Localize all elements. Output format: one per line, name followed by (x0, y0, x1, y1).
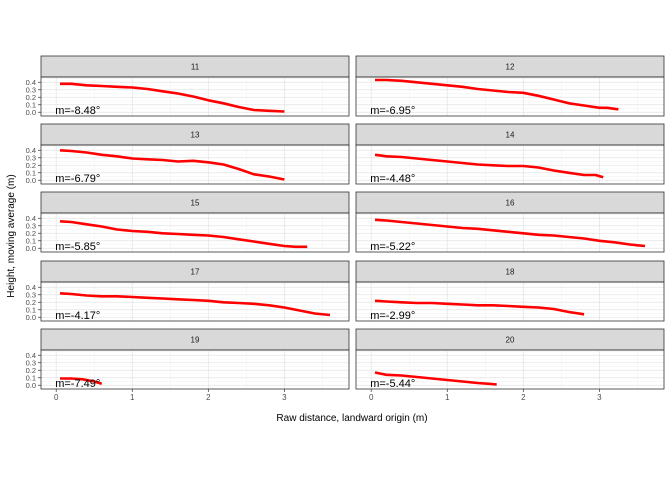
facet-strip-label: 16 (506, 199, 515, 208)
slope-annotation: m=-5.22° (370, 241, 415, 253)
facet-panel-16: 16 m=-5.22° (355, 191, 665, 253)
series-line-14 (374, 153, 604, 179)
panel-border (40, 349, 350, 390)
slope-annotation: m=-2.99° (370, 310, 415, 322)
facet-strip-label: 12 (506, 63, 515, 72)
y-tick-label: 0.3 (26, 85, 36, 94)
slope-annotation: m=-5.85° (55, 241, 100, 253)
x-tick-label: 1 (445, 393, 450, 402)
facet-panel-15: 15 m=-5.85° 0.00.10.20.30.4 (26, 191, 350, 253)
facet-strip-label: 13 (191, 131, 200, 140)
slope-annotation: m=-6.79° (55, 173, 100, 185)
facet-strip-label: 20 (506, 336, 515, 345)
x-tick-label: 3 (282, 393, 287, 402)
facet-panel-18: 18 m=-2.99° (355, 260, 665, 322)
y-tick-label: 0.0 (26, 313, 36, 322)
y-tick-label: 0.4 (26, 146, 36, 155)
y-tick-label: 0.0 (26, 108, 36, 117)
series-line-15 (59, 220, 308, 249)
facet-panel-13: 13 m=-6.79° 0.00.10.20.30.4 (26, 123, 350, 185)
facet-panel-19: 19 m=-7.49° 0.00.10.20.30.4 0 1 2 3 (26, 328, 350, 402)
facet-strip-label: 18 (506, 268, 515, 277)
panel-border (40, 144, 350, 185)
y-tick-label: 0.2 (26, 229, 36, 238)
x-tick-label: 1 (130, 393, 135, 402)
slope-annotation: m=-4.17° (55, 310, 100, 322)
facet-panel-12: 12 m=-6.95° (355, 55, 665, 117)
series-line-16 (374, 218, 646, 248)
facet-panel-20: 20 m=-5.44° 0 1 2 3 (355, 328, 665, 402)
y-tick-label: 0.0 (26, 176, 36, 185)
y-tick-label: 0.2 (26, 161, 36, 170)
facet-strip-label: 17 (191, 268, 200, 277)
slope-annotation: m=-6.95° (370, 105, 415, 117)
facet-panel-11: 11 m=-8.48° 0.00.10.20.30.4 (26, 55, 350, 117)
y-tick-label: 0.0 (26, 381, 36, 390)
slope-annotation: m=-4.48° (370, 173, 415, 185)
x-tick-label: 0 (54, 393, 59, 402)
y-tick-label: 0.2 (26, 366, 36, 375)
x-tick-label: 3 (597, 393, 602, 402)
facet-strip-label: 14 (506, 131, 515, 140)
panel-border (40, 212, 350, 253)
facet-strip-label: 15 (191, 199, 200, 208)
panel-border (355, 349, 665, 390)
y-tick-label: 0.3 (26, 221, 36, 230)
series-line-19 (60, 377, 103, 386)
panel-border (40, 76, 350, 117)
y-tick-label: 0.1 (26, 373, 36, 382)
panel-border (40, 281, 350, 322)
y-tick-label: 0.4 (26, 283, 36, 292)
y-tick-label: 0.0 (26, 244, 36, 253)
x-axis-title: Raw distance, landward origin (m) (276, 413, 427, 424)
x-tick-label: 0 (369, 393, 374, 402)
facet-strip-label: 19 (191, 336, 200, 345)
y-tick-label: 0.1 (26, 305, 36, 314)
slope-annotation: m=-7.49° (55, 378, 100, 390)
x-tick-label: 2 (206, 393, 211, 402)
y-tick-label: 0.3 (26, 153, 36, 162)
y-tick-label: 0.4 (26, 78, 36, 87)
y-tick-label: 0.2 (26, 93, 36, 102)
slope-annotation: m=-8.48° (55, 105, 100, 117)
y-tick-label: 0.4 (26, 214, 36, 223)
facet-strip-label: 11 (191, 63, 200, 72)
panel-border (355, 144, 665, 185)
facet-panel-17: 17 m=-4.17° 0.00.10.20.30.4 (26, 260, 350, 322)
y-tick-label: 0.3 (26, 358, 36, 367)
panel-border (355, 76, 665, 117)
y-tick-label: 0.4 (26, 351, 36, 360)
y-tick-label: 0.1 (26, 236, 36, 245)
series-line-18 (374, 299, 585, 316)
series-line-13 (59, 149, 285, 181)
facet-panel-14: 14 m=-4.48° (355, 123, 665, 185)
y-tick-label: 0.2 (26, 298, 36, 307)
series-line-12 (375, 78, 619, 111)
slope-annotation: m=-5.44° (370, 378, 415, 390)
y-tick-label: 0.3 (26, 290, 36, 299)
series-line-20 (374, 371, 497, 386)
y-tick-label: 0.1 (26, 100, 36, 109)
series-line-11 (60, 82, 285, 113)
panel-border (355, 212, 665, 253)
y-tick-label: 0.1 (26, 168, 36, 177)
x-tick-label: 2 (521, 393, 526, 402)
y-axis-title: Height, moving average (m) (6, 174, 17, 297)
series-line-17 (59, 292, 331, 317)
panel-border (355, 281, 665, 322)
